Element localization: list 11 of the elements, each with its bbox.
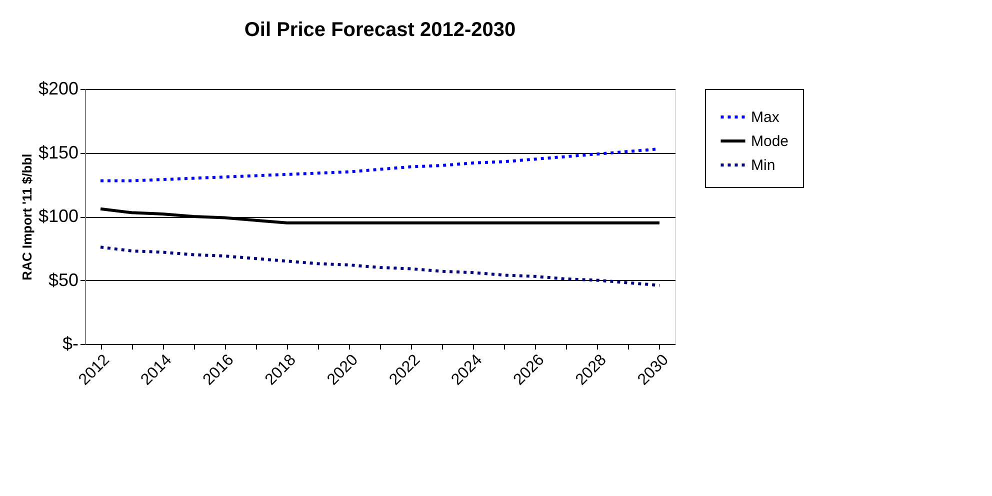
y-tick-label: $50 [48,270,78,290]
line-series [99,246,661,287]
y-tick-label: $150 [38,142,78,162]
legend-label: Mode [751,133,789,150]
y-tick-label: $100 [38,206,78,226]
legend-label: Min [751,157,776,174]
chart-title: Oil Price Forecast 2012-2030 [244,19,516,41]
y-axis-title: RAC Import '11 $/bbl [19,154,34,280]
legend-label: Max [751,109,780,126]
y-tick-label: $200 [38,78,78,98]
y-tick-label: $- [62,334,78,354]
